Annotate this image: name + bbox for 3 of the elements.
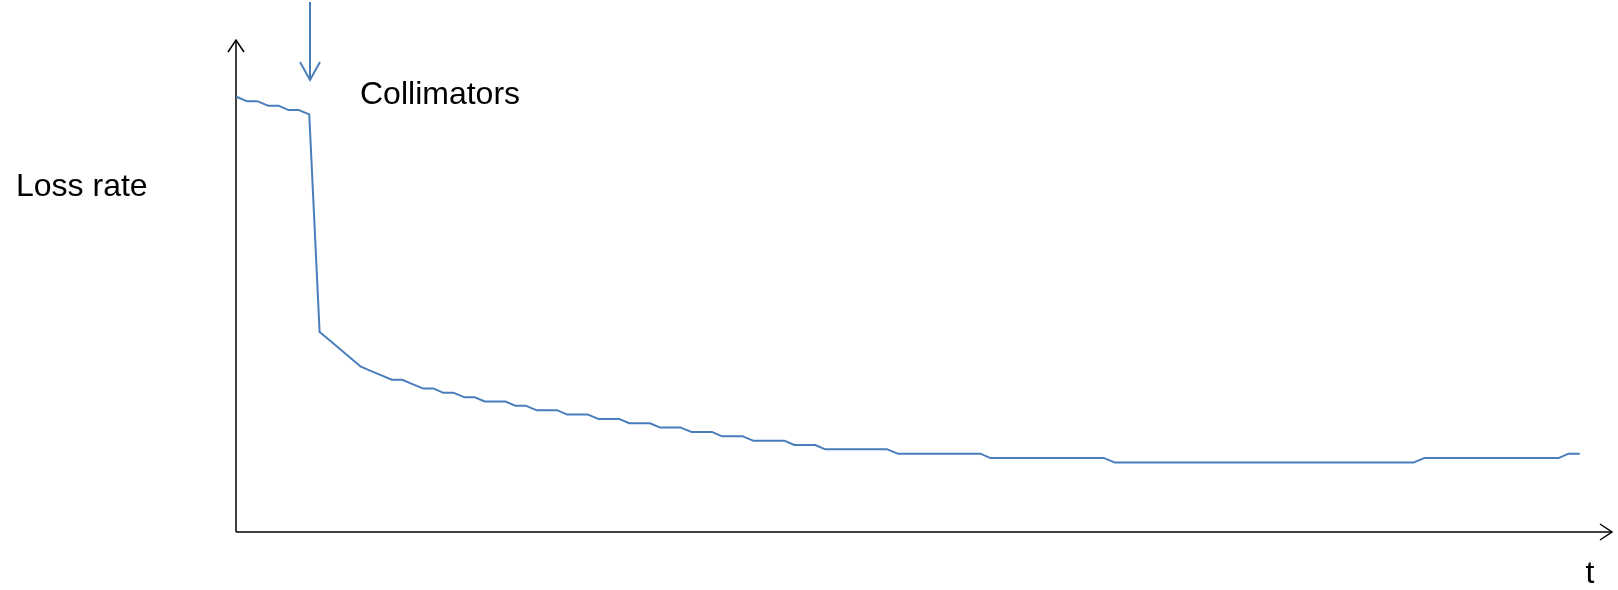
y-axis-title: Loss rate [16, 167, 148, 203]
annotation: Collimators [360, 75, 521, 111]
x-axis-title: t [1585, 554, 1595, 590]
